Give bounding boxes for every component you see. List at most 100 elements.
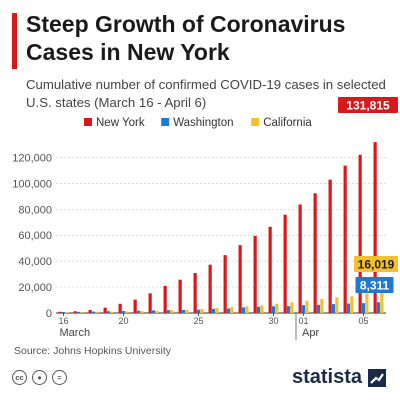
bar-washington — [361, 303, 366, 313]
data-label: 131,815 — [346, 99, 390, 113]
bar-california — [155, 310, 159, 313]
source-note: Source: Johns Hopkins University — [14, 345, 171, 357]
license-icons: cc ● = — [12, 370, 67, 385]
x-tick-label: 30 — [268, 316, 278, 326]
bar-new-york — [373, 142, 377, 313]
bar-new-york — [103, 307, 107, 313]
legend-swatch — [161, 118, 170, 126]
y-tick-label: 60,000 — [18, 230, 52, 242]
legend-label: Washington — [173, 117, 233, 129]
bar-california — [140, 311, 144, 313]
bar-california — [65, 312, 69, 313]
bar-washington — [211, 308, 216, 313]
bar-california — [95, 312, 99, 313]
bar-new-york — [328, 179, 332, 313]
bar-california — [215, 307, 219, 313]
bar-washington — [346, 303, 351, 313]
y-tick-label: 80,000 — [18, 204, 52, 216]
bar-california — [125, 311, 129, 313]
data-label: 16,019 — [358, 258, 395, 272]
x-tick-label: 25 — [193, 316, 203, 326]
bar-new-york — [253, 235, 257, 313]
bar-washington — [241, 307, 246, 313]
bar-new-york — [118, 303, 122, 313]
bar-california — [230, 306, 234, 313]
bar-california — [185, 309, 189, 313]
bar-new-york — [208, 264, 212, 313]
bar-washington — [286, 306, 291, 313]
bar-new-york — [133, 299, 137, 313]
bar-new-york — [73, 311, 77, 313]
bar-california — [335, 297, 339, 313]
bar-washington — [76, 311, 81, 313]
bar-new-york — [88, 309, 92, 313]
bar-california — [350, 296, 354, 313]
bar-washington — [136, 310, 141, 313]
bar-chart: 0 20,000 40,000 60,000 80,000 100,000 120,000 1… — [12, 97, 398, 340]
bar-new-york — [178, 279, 182, 313]
bar-california — [80, 312, 84, 313]
bar-california — [305, 300, 309, 313]
bar-washington — [181, 309, 186, 313]
bar-washington — [226, 308, 231, 313]
bar-california — [275, 303, 279, 313]
bar-washington — [376, 302, 381, 313]
y-tick-label: 20,000 — [18, 282, 52, 294]
x-tick-label: 16 — [58, 316, 68, 326]
brand-logo: statista — [292, 366, 386, 389]
chart-title: Steep Growth of Coronavirus Cases in New… — [26, 11, 346, 65]
bar-california — [365, 293, 369, 313]
brand-name: statista — [291, 366, 362, 388]
month-label-march: March — [60, 327, 91, 339]
bar-california — [260, 305, 264, 313]
bar-california — [380, 292, 384, 313]
bar-washington — [196, 309, 201, 313]
bar-new-york — [148, 293, 152, 313]
bar-new-york — [313, 193, 317, 313]
data-label: 8,311 — [360, 279, 390, 293]
cc-icon: cc — [12, 370, 27, 385]
bar-new-york — [223, 255, 227, 313]
nd-icon: = — [52, 370, 67, 385]
bar-new-york — [358, 154, 362, 313]
bar-new-york — [283, 214, 287, 313]
data-label-box — [354, 256, 398, 272]
bar-washington — [316, 304, 321, 313]
y-tick-label: 40,000 — [18, 256, 52, 268]
chart-subtitle: Cumulative number of confirmed COVID-19 … — [26, 77, 386, 110]
bar-new-york — [268, 226, 272, 313]
bar-california — [290, 302, 294, 313]
x-tick-label: 20 — [118, 316, 128, 326]
y-tick-label: 120,000 — [12, 152, 52, 164]
x-tick-label: 05 — [358, 316, 368, 326]
bar-california — [110, 311, 114, 313]
data-label-box — [338, 97, 398, 113]
bar-california — [245, 306, 249, 313]
bar-new-york — [298, 204, 302, 313]
bar-washington — [256, 306, 261, 313]
month-label-april: Apr — [302, 327, 319, 339]
bar-washington — [151, 310, 156, 313]
legend-swatch — [251, 118, 260, 126]
legend-swatch — [84, 118, 92, 126]
bar-washington — [91, 311, 96, 313]
bar-new-york — [58, 311, 62, 313]
bar-washington — [271, 306, 276, 313]
data-label-box — [355, 277, 394, 293]
bar-california — [170, 310, 174, 313]
bar-washington — [166, 310, 171, 313]
bar-california — [200, 309, 204, 313]
x-tick-label: 01 — [298, 316, 308, 326]
bar-washington — [301, 305, 306, 313]
statista-logo-icon — [368, 368, 386, 387]
y-tick-label: 0 — [46, 308, 52, 320]
bar-new-york — [163, 285, 167, 313]
bar-washington — [61, 312, 66, 313]
bar-california — [320, 299, 324, 313]
bar-new-york — [343, 165, 347, 313]
bar-new-york — [238, 245, 242, 313]
y-tick-label: 100,000 — [12, 178, 52, 190]
bar-washington — [106, 311, 111, 313]
bar-new-york — [193, 273, 197, 313]
by-icon: ● — [32, 370, 47, 385]
